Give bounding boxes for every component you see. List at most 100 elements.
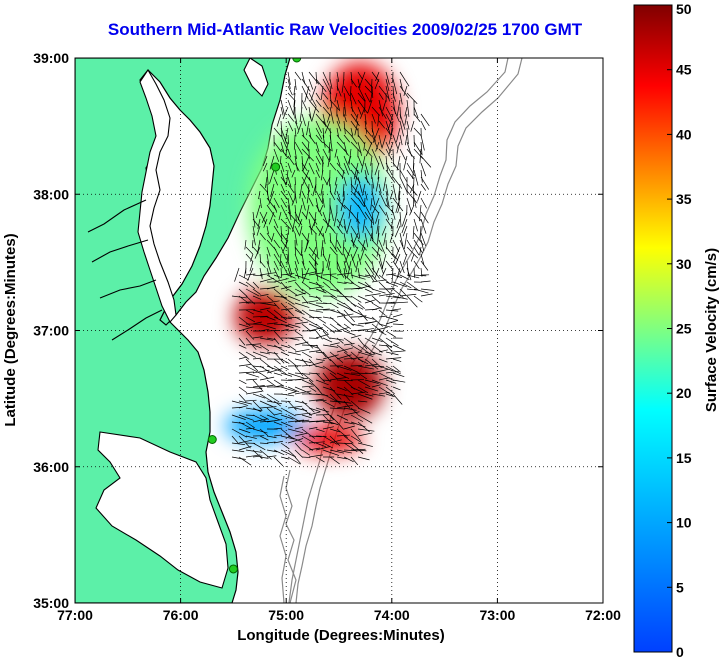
velocity-arrow <box>245 435 257 439</box>
velocity-arrow <box>357 351 374 357</box>
velocity-arrow <box>336 414 349 421</box>
velocity-arrow <box>420 141 423 156</box>
velocity-arrow <box>364 372 378 375</box>
velocity-arrow <box>259 376 275 381</box>
velocity-arrow <box>343 225 348 235</box>
velocity-arrow <box>413 246 420 256</box>
velocity-arrow <box>364 232 369 248</box>
velocity-arrow <box>301 197 306 211</box>
velocity-arrow <box>266 204 276 218</box>
velocity-arrow <box>399 288 407 296</box>
velocity-arrow <box>273 344 285 352</box>
velocity-arrow <box>329 407 346 410</box>
velocity-arrow <box>299 225 303 237</box>
velocity-arrow <box>315 379 329 386</box>
velocity-arrow <box>266 309 279 319</box>
velocity-arrow <box>238 301 251 304</box>
velocity-arrow <box>371 253 378 261</box>
velocity-arrow <box>322 351 331 362</box>
velocity-arrow <box>294 113 298 125</box>
velocity-arrow <box>252 351 268 359</box>
velocity-arrow <box>252 407 262 413</box>
velocity-arrow <box>322 323 336 334</box>
velocity-arrow <box>398 190 401 206</box>
velocity-arrow <box>315 435 327 437</box>
velocity-arrow <box>378 253 384 269</box>
velocity-arrow <box>252 414 267 422</box>
velocity-arrow <box>329 323 340 331</box>
velocity-arrow <box>364 293 381 297</box>
velocity-arrow <box>350 239 358 249</box>
velocity-arrow <box>375 141 380 152</box>
velocity-arrow <box>266 295 274 302</box>
velocity-arrow <box>322 127 325 138</box>
velocity-arrow <box>343 162 349 175</box>
velocity-arrow <box>238 400 253 405</box>
velocity-arrow <box>315 399 327 402</box>
velocity-arrow <box>245 273 256 276</box>
velocity-arrow <box>244 267 247 278</box>
velocity-arrow <box>378 377 390 381</box>
velocity-arrow <box>310 218 317 231</box>
velocity-arrow <box>364 253 373 264</box>
velocity-arrow <box>255 204 261 219</box>
velocity-arrow <box>287 302 303 313</box>
velocity-arrow <box>350 448 366 451</box>
velocity-arrow <box>371 176 375 189</box>
velocity-arrow <box>336 344 348 353</box>
velocity-arrow <box>294 336 304 339</box>
velocity-arrow <box>259 337 274 341</box>
velocity-arrow <box>357 85 366 102</box>
velocity-arrow <box>351 246 359 261</box>
velocity-arrow <box>364 225 374 241</box>
colorbar-tick-label: 20 <box>676 385 692 401</box>
velocity-arrow <box>294 365 304 377</box>
velocity-arrow <box>259 351 271 355</box>
velocity-arrow <box>280 176 287 185</box>
velocity-arrow <box>392 308 402 311</box>
velocity-arrow <box>294 267 300 279</box>
velocity-arrow <box>259 449 272 460</box>
velocity-arrow <box>343 176 347 186</box>
velocity-arrow <box>329 337 344 341</box>
velocity-arrow <box>308 441 325 444</box>
velocity-arrow <box>231 414 246 420</box>
velocity-arrow <box>245 390 263 395</box>
velocity-arrow <box>280 141 284 152</box>
velocity-arrow <box>301 260 306 271</box>
x-axis-title: Longitude (Degrees:Minutes) <box>237 627 445 644</box>
velocity-arrow <box>294 400 308 405</box>
velocity-arrow <box>322 253 327 262</box>
velocity-arrow <box>350 302 364 310</box>
velocity-arrow <box>231 295 247 299</box>
velocity-arrow <box>322 134 326 148</box>
velocity-arrow <box>355 113 359 123</box>
velocity-arrow <box>308 398 324 402</box>
velocity-arrow <box>252 274 264 277</box>
velocity-arrow <box>329 421 339 426</box>
velocity-arrow <box>256 225 261 236</box>
velocity-arrow <box>315 225 324 237</box>
velocity-arrow <box>343 295 356 308</box>
velocity-arrow <box>287 183 295 193</box>
velocity-arrow <box>413 295 423 303</box>
velocity-arrow <box>238 274 250 281</box>
velocity-arrow <box>357 190 366 207</box>
velocity-arrow <box>294 419 310 423</box>
velocity-arrow <box>371 211 374 225</box>
velocity-arrow <box>280 286 292 290</box>
velocity-arrow <box>280 323 294 329</box>
velocity-arrow <box>336 85 342 97</box>
velocity-arrow <box>268 190 275 205</box>
velocity-arrow <box>350 356 364 360</box>
velocity-arrow <box>266 232 272 241</box>
velocity-arrow <box>301 372 314 383</box>
velocity-arrow <box>301 337 314 349</box>
velocity-arrow <box>392 106 400 123</box>
velocity-arrow <box>382 99 387 112</box>
velocity-arrow <box>320 85 324 100</box>
velocity-arrow <box>403 155 408 171</box>
velocity-arrow <box>385 379 397 384</box>
velocity-arrow <box>297 204 303 221</box>
velocity-arrow <box>357 92 366 102</box>
